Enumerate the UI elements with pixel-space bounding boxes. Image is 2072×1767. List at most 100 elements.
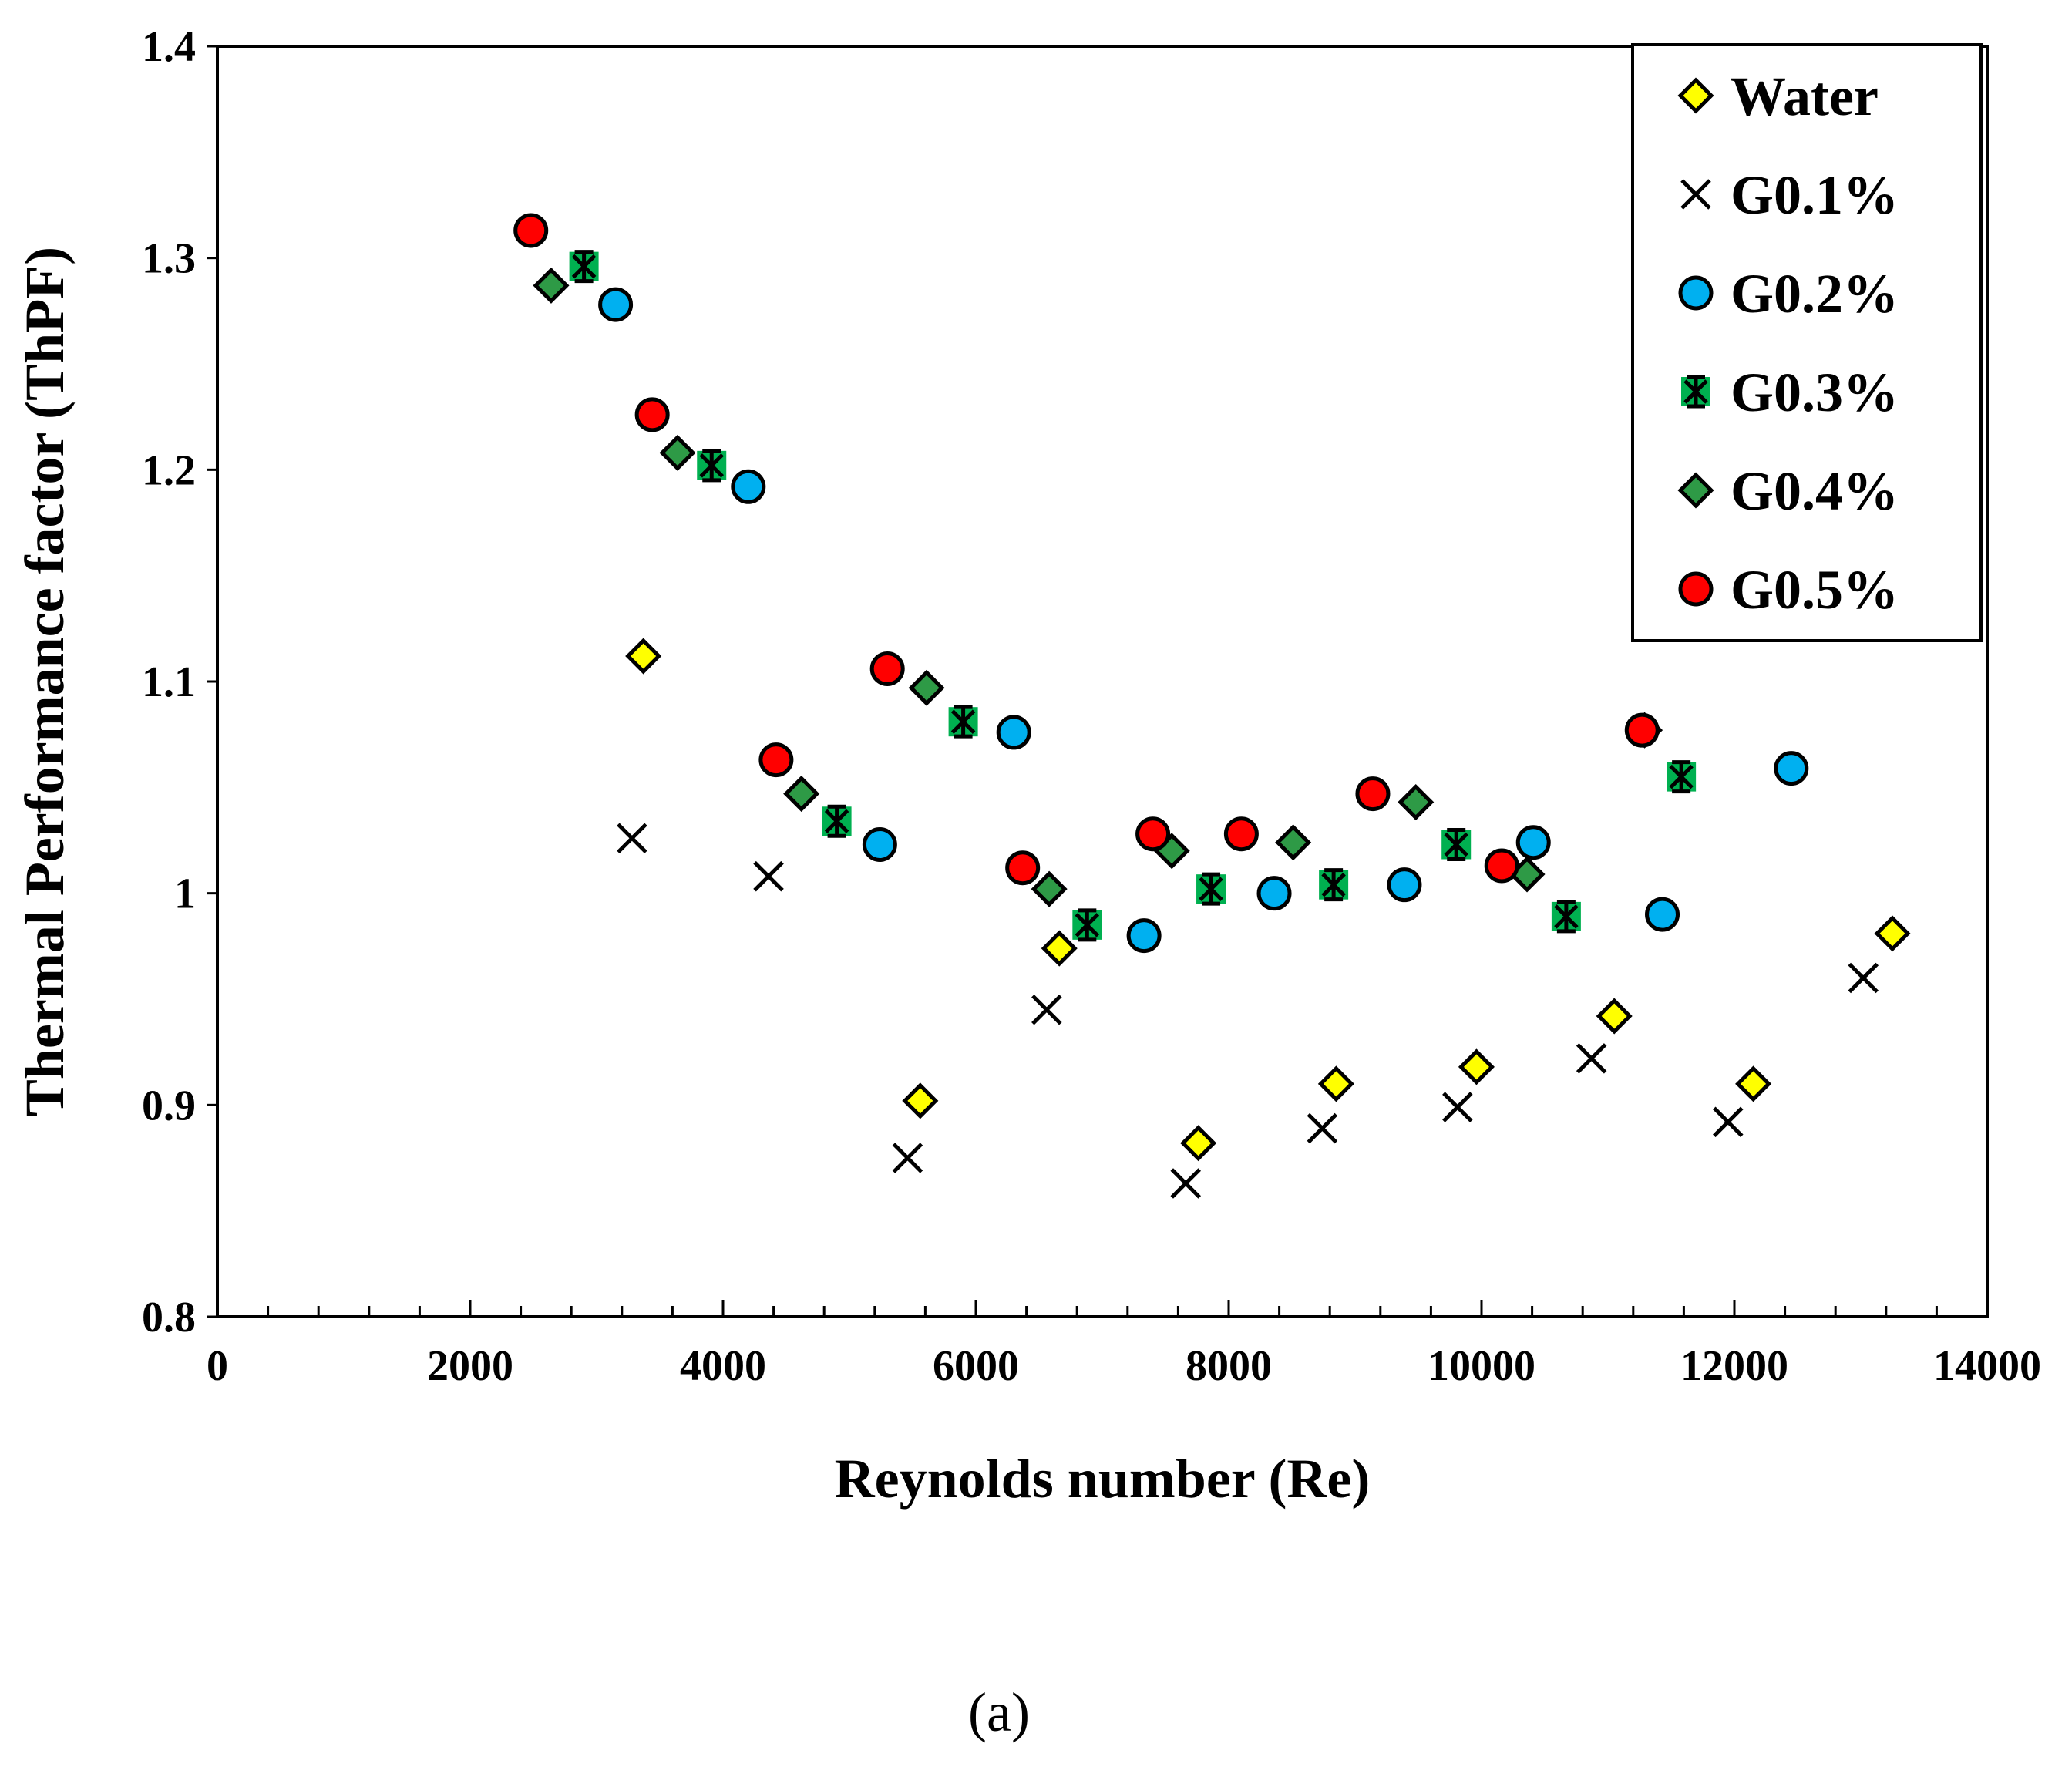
marker-shape <box>1678 571 1714 607</box>
series-water <box>625 638 1911 1162</box>
data-point <box>1774 751 1809 786</box>
data-point <box>862 826 897 862</box>
data-point <box>1223 816 1259 852</box>
marker-shape <box>870 651 905 687</box>
legend-label: G0.2% <box>1731 263 1899 325</box>
marker-shape <box>1041 930 1078 967</box>
legend-item: G0.1% <box>1680 164 1899 226</box>
data-point <box>1317 1065 1354 1102</box>
marker-stroke <box>1554 904 1579 929</box>
legend-marker <box>1678 275 1714 311</box>
marker-stroke <box>1321 872 1346 897</box>
data-point <box>783 776 820 813</box>
data-point <box>1735 1065 1772 1102</box>
legend-item: G0.5% <box>1678 559 1899 621</box>
marker-shape <box>902 1082 939 1119</box>
marker-shape <box>1398 784 1435 821</box>
data-point <box>1256 876 1292 911</box>
marker-shape <box>1223 816 1259 852</box>
data-point <box>1319 868 1349 902</box>
data-point <box>513 213 549 248</box>
data-point <box>948 705 978 739</box>
marker-shape <box>598 287 634 322</box>
marker-shape <box>1387 867 1422 903</box>
marker-shape <box>1774 751 1809 786</box>
legend-marker <box>1677 472 1714 509</box>
x-tick-label: 12000 <box>1680 1342 1788 1390</box>
data-point <box>1180 1125 1217 1162</box>
data-point <box>598 287 634 322</box>
data-point <box>1442 1092 1473 1122</box>
marker-shape <box>996 715 1031 750</box>
legend-item: Water <box>1677 66 1879 127</box>
x-tick-label: 10000 <box>1428 1342 1536 1390</box>
marker-shape <box>1458 1048 1495 1085</box>
marker-stroke <box>1576 1043 1607 1074</box>
data-point <box>569 250 599 284</box>
data-point <box>908 669 945 706</box>
data-point <box>1441 827 1472 861</box>
marker-stroke <box>950 709 976 734</box>
legend-marker <box>1681 375 1710 409</box>
marker-shape <box>731 469 766 504</box>
marker-shape <box>1678 275 1714 311</box>
data-point <box>822 804 852 838</box>
legend-label: Water <box>1731 66 1879 127</box>
legend-label: G0.3% <box>1731 362 1899 423</box>
data-point <box>1515 825 1551 860</box>
data-point <box>758 742 794 778</box>
marker-shape <box>1624 712 1660 748</box>
data-point <box>870 651 905 687</box>
data-point <box>1713 1106 1744 1138</box>
legend-item: G0.4% <box>1677 460 1899 522</box>
data-point <box>1126 918 1162 954</box>
x-axis-ticks <box>216 1300 1989 1317</box>
data-point <box>892 1143 923 1173</box>
data-point <box>1031 994 1062 1025</box>
marker-shape <box>862 826 897 862</box>
marker-stroke <box>824 809 849 834</box>
marker-shape <box>1677 472 1714 509</box>
marker-shape <box>1275 824 1312 861</box>
marker-shape <box>1256 876 1292 911</box>
data-point <box>1387 867 1422 903</box>
data-point <box>1170 1168 1202 1199</box>
x-tick-label: 4000 <box>680 1342 766 1390</box>
data-point <box>625 638 662 675</box>
marker-stroke <box>1442 1092 1473 1122</box>
data-point <box>659 434 696 471</box>
x-tick-label: 14000 <box>1933 1342 2041 1390</box>
marker-shape <box>1317 1065 1354 1102</box>
data-point <box>634 397 670 432</box>
marker-shape <box>625 638 662 675</box>
marker-shape <box>1355 776 1391 812</box>
marker-shape <box>1515 825 1551 860</box>
marker-shape <box>783 776 820 813</box>
marker-shape <box>1135 816 1171 852</box>
marker-shape <box>533 267 570 304</box>
marker-stroke <box>1669 764 1694 789</box>
marker-shape <box>513 213 549 248</box>
y-tick-label: 0.8 <box>142 1294 196 1341</box>
data-point <box>1041 930 1078 967</box>
data-point <box>902 1082 939 1119</box>
legend-items: Water G0.1% G0.2% G0.3% G0.4% G0.5% <box>1677 66 1899 621</box>
marker-stroke <box>1680 179 1711 210</box>
data-point <box>1848 962 1879 994</box>
data-point <box>1596 998 1633 1035</box>
data-point <box>1624 712 1660 748</box>
x-tick-label: 6000 <box>933 1342 1019 1390</box>
data-point <box>1275 824 1312 861</box>
data-point <box>1645 897 1680 932</box>
data-point <box>697 449 727 483</box>
marker-stroke <box>1170 1168 1202 1199</box>
y-tick-label: 0.9 <box>142 1082 196 1129</box>
data-point <box>1307 1112 1338 1144</box>
figure-caption: (a) <box>968 1681 1030 1743</box>
marker-stroke <box>1713 1106 1744 1138</box>
x-tick-label: 0 <box>207 1342 228 1390</box>
legend-item: G0.3% <box>1681 362 1899 423</box>
marker-stroke <box>1848 962 1879 994</box>
x-tick-label: 2000 <box>427 1342 513 1390</box>
legend-label: G0.4% <box>1731 460 1899 522</box>
